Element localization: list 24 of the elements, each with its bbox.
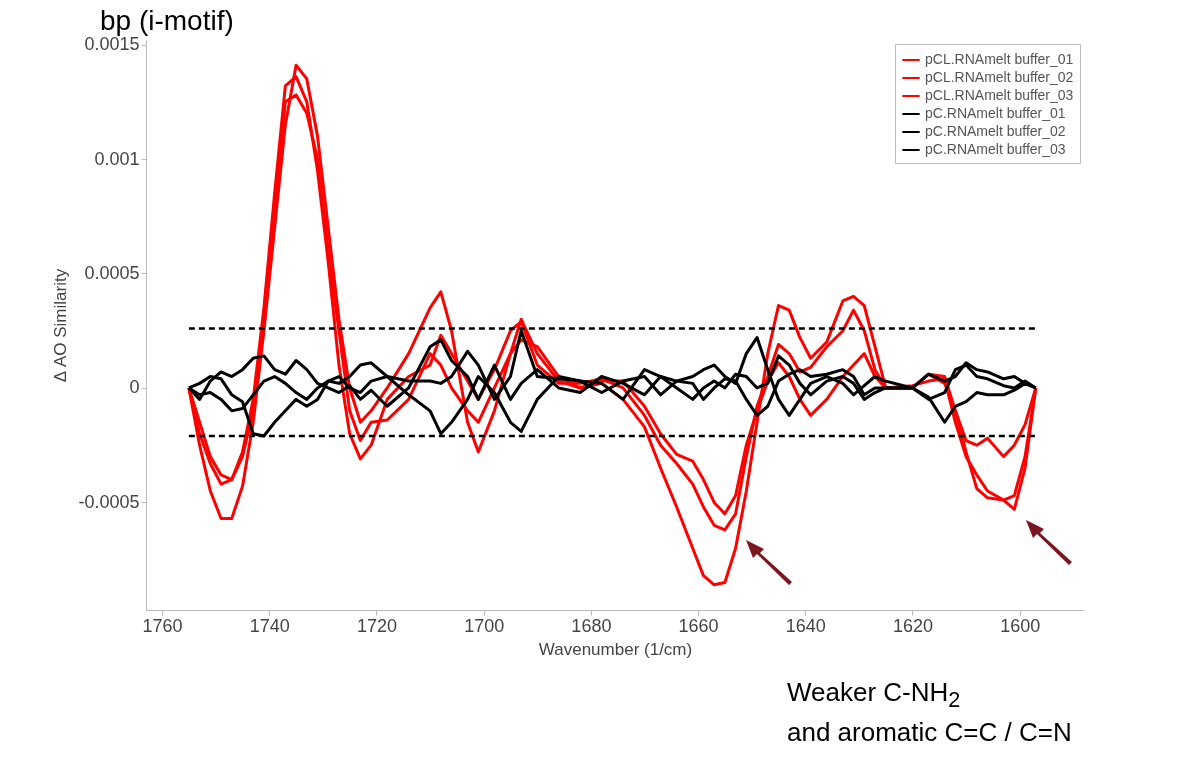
x-tick-label: 1660: [678, 615, 719, 636]
x-tick-label: 1720: [356, 615, 397, 636]
x-tick-label: 1680: [571, 615, 612, 636]
x-tick-label: 1620: [892, 615, 933, 636]
x-axis-title: Wavenumber (1/cm): [538, 639, 693, 659]
y-tick-label: 0.001: [94, 148, 140, 169]
x-tick-label: 1640: [785, 615, 826, 636]
text: and aromatic C=C / C=N: [787, 716, 1072, 749]
y-tick-label: -0.0005: [78, 491, 140, 512]
legend-label: pCL.RNAmelt buffer_01: [925, 51, 1074, 67]
x-tick-label: 1740: [249, 615, 290, 636]
legend-label: pCL.RNAmelt buffer_02: [925, 69, 1074, 85]
y-axis-title: Δ AO Similarity: [51, 268, 71, 383]
y-tick-label: 0.0005: [84, 262, 140, 283]
x-tick-label: 1600: [1000, 615, 1041, 636]
text: Weaker C-NH$_{2}$: [787, 676, 962, 715]
legend-label: pC.RNAmelt buffer_01: [925, 105, 1066, 121]
x-tick-label: 1760: [142, 615, 183, 636]
legend-label: pC.RNAmelt buffer_02: [925, 123, 1066, 139]
legend-label: pC.RNAmelt buffer_03: [925, 141, 1066, 157]
x-tick-label: 1700: [464, 615, 505, 636]
legend-label: pCL.RNAmelt buffer_03: [925, 87, 1074, 103]
y-tick-label: 0: [129, 377, 140, 398]
chart-title: bp (i-motif): [99, 4, 234, 36]
